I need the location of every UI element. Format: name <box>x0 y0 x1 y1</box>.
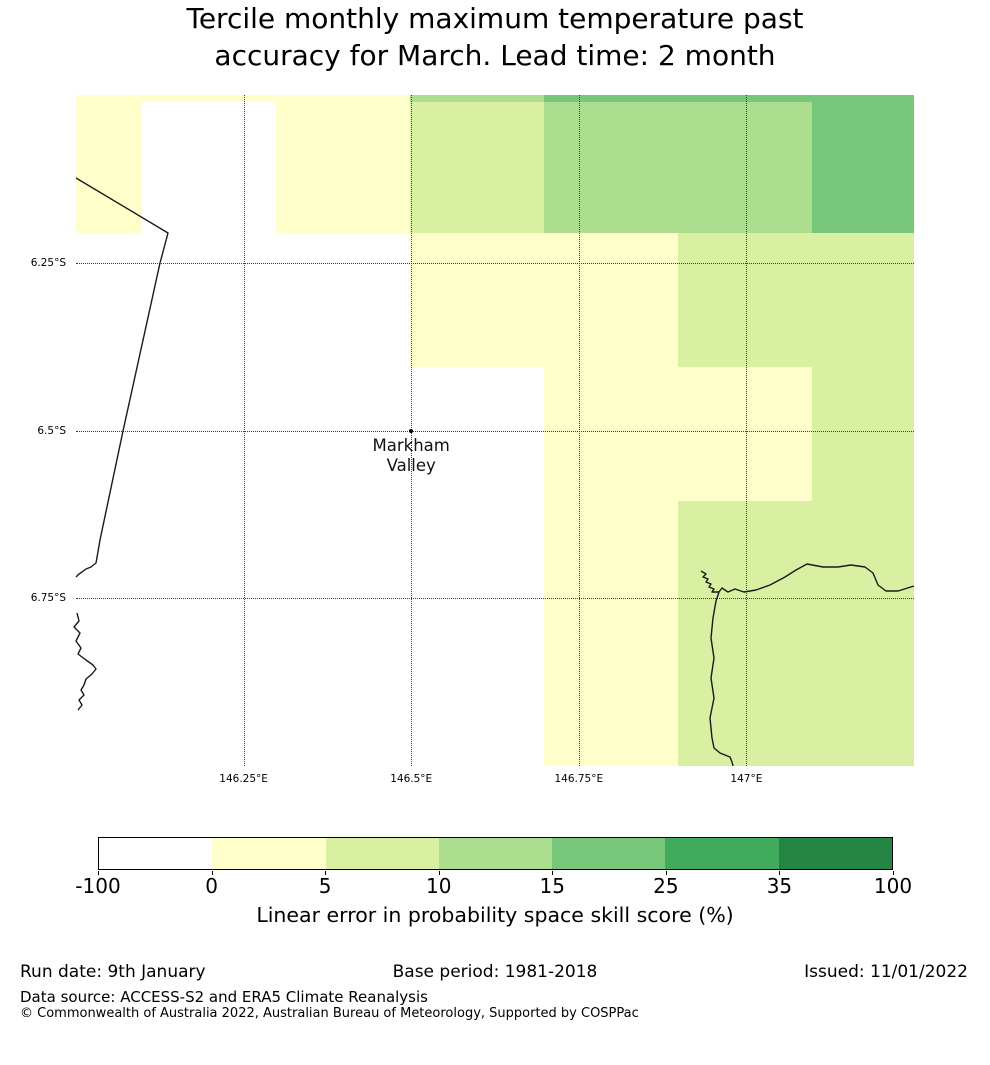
colorbar-segment <box>212 838 326 869</box>
map-cell <box>543 101 679 233</box>
map-cell <box>76 101 142 233</box>
map-cell <box>275 366 410 501</box>
map-cell <box>678 95 813 102</box>
colorbar-tick-label: 10 <box>425 874 452 898</box>
parallel-gridline <box>76 598 914 600</box>
map-cell <box>275 232 410 367</box>
chart-title: Tercile monthly maximum temperature past… <box>0 0 990 74</box>
colorbar-tick-label: -100 <box>75 874 121 898</box>
map-cell <box>678 635 813 766</box>
latitude-tick-label: 6.25°S <box>30 256 66 269</box>
chart-title-line1: Tercile monthly maximum temperature past <box>186 2 804 35</box>
map-cell <box>543 95 679 102</box>
longitude-tick-label: 146.25°E <box>219 773 268 785</box>
colorbar-tick <box>211 871 213 875</box>
map-cell <box>275 101 410 233</box>
map-cell <box>275 95 410 102</box>
map-cell <box>141 366 276 501</box>
colorbar-tick <box>552 871 554 875</box>
map-cell <box>141 500 276 636</box>
copyright-text: © Commonwealth of Australia 2022, Austra… <box>20 1006 639 1021</box>
colorbar-segment <box>325 838 439 869</box>
colorbar-tick-label: 0 <box>205 874 218 898</box>
map-cell <box>812 232 914 367</box>
map-cell <box>678 101 813 233</box>
map-cell <box>543 635 679 766</box>
run-date-text: Run date: 9th January <box>20 962 206 982</box>
map-cell <box>275 500 410 636</box>
colorbar-tick-label: 15 <box>539 874 566 898</box>
map-cell <box>76 95 142 102</box>
map-cell <box>678 500 813 636</box>
colorbar-tick-label: 100 <box>873 874 913 898</box>
map-cell <box>812 95 914 102</box>
map-cell <box>409 95 544 102</box>
map-cell <box>812 500 914 636</box>
map-cell <box>76 635 142 766</box>
map-cell <box>812 101 914 233</box>
colorbar-tick <box>665 871 667 875</box>
map-cell <box>76 232 142 367</box>
map-cell <box>141 101 276 233</box>
colorbar-tick-label: 5 <box>318 874 332 898</box>
map-cell <box>409 232 544 367</box>
map-cell <box>678 232 813 367</box>
map-cell <box>543 232 679 367</box>
map-cell <box>141 232 276 367</box>
map-cell <box>678 366 813 501</box>
data-source-text: Data source: ACCESS-S2 and ERA5 Climate … <box>20 988 428 1006</box>
map-cell <box>409 366 544 501</box>
parallel-gridline <box>76 262 914 264</box>
parallel-gridline <box>76 430 914 432</box>
map-cell <box>409 101 544 233</box>
latitude-tick-label: 6.5°S <box>37 424 66 437</box>
base-period-text: Base period: 1981-2018 <box>392 962 598 982</box>
map-cell <box>812 366 914 501</box>
longitude-tick-label: 146.5°E <box>390 773 433 785</box>
latitude-tick-label: 6.75°S <box>30 592 66 605</box>
map-cell <box>409 635 544 766</box>
colorbar-label: Linear error in probability space skill … <box>256 903 734 927</box>
colorbar-tick <box>779 871 781 875</box>
colorbar-segment <box>552 838 666 869</box>
colorbar-tick <box>325 871 327 875</box>
issued-text: Issued: 11/01/2022 <box>804 962 968 982</box>
markham-valley-label: Markham Valley <box>373 436 450 477</box>
map-cell <box>141 635 276 766</box>
colorbar-segment <box>778 838 892 869</box>
markham-valley-label-line2: Valley <box>386 456 436 475</box>
map-cell <box>76 500 142 636</box>
map-cell <box>543 366 679 501</box>
colorbar-tick-label: 35 <box>766 874 793 898</box>
colorbar <box>98 837 893 870</box>
colorbar-segment <box>438 838 553 869</box>
colorbar-segment <box>665 838 779 869</box>
colorbar-tick <box>438 871 440 875</box>
markham-valley-label-line1: Markham <box>372 435 450 455</box>
longitude-tick-label: 147°E <box>730 773 763 785</box>
map-cell <box>76 366 142 501</box>
colorbar-tick <box>893 871 894 875</box>
markham-valley-marker <box>409 428 414 433</box>
map-cell <box>543 500 679 636</box>
map-cell <box>812 635 914 766</box>
longitude-tick-label: 146.75°E <box>554 773 604 785</box>
map-cell <box>141 95 276 102</box>
chart-title-line2: accuracy for March. Lead time: 2 month <box>214 39 776 72</box>
colorbar-tick <box>98 871 99 875</box>
colorbar-segment <box>99 838 213 869</box>
colorbar-tick-label: 25 <box>653 874 679 898</box>
map-cell <box>409 500 544 636</box>
map-cell <box>275 635 410 766</box>
